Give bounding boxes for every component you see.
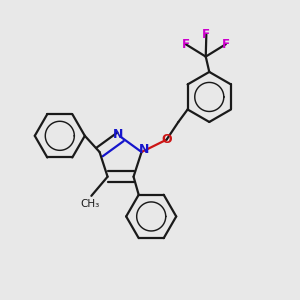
Text: F: F [222,38,230,51]
Text: N: N [113,128,123,141]
Text: F: F [202,28,210,41]
Text: O: O [162,133,172,146]
Text: CH₃: CH₃ [80,200,100,209]
Text: F: F [182,38,190,51]
Text: N: N [139,143,149,156]
